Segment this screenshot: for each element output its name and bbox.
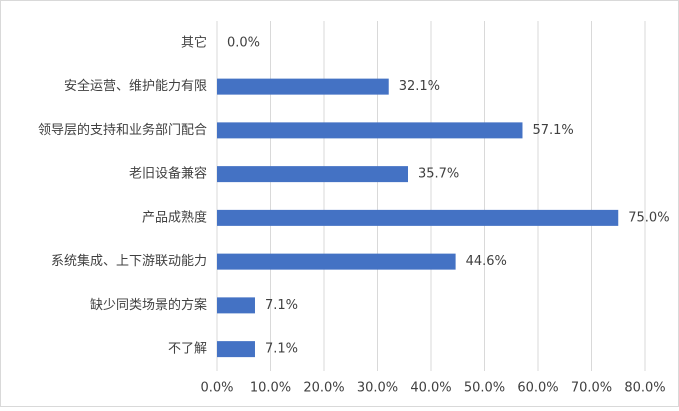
x-tick-label: 70.0%: [571, 381, 612, 396]
y-tick-label: 缺少同类场景的方案: [90, 297, 207, 313]
y-tick-label: 老旧设备兼容: [129, 166, 207, 182]
x-tick-label: 10.0%: [250, 381, 291, 396]
value-label: 0.0%: [227, 35, 260, 50]
bar: [217, 122, 523, 139]
value-label: 44.6%: [466, 254, 507, 269]
value-label: 75.0%: [628, 210, 669, 225]
value-label: 7.1%: [265, 298, 298, 313]
x-tick-label: 80.0%: [624, 381, 665, 396]
value-label: 57.1%: [532, 123, 573, 138]
bar: [217, 297, 255, 314]
value-label: 32.1%: [399, 79, 440, 94]
y-tick-label: 其它: [181, 34, 207, 50]
x-tick-label: 20.0%: [303, 381, 344, 396]
bar: [217, 253, 456, 270]
x-tick-label: 40.0%: [410, 381, 451, 396]
value-label: 35.7%: [418, 167, 459, 182]
y-tick-label: 不了解: [168, 342, 207, 357]
bar: [217, 209, 619, 226]
bar: [217, 166, 408, 183]
x-tick-label: 60.0%: [517, 381, 558, 396]
y-tick-label: 系统集成、上下游联动能力: [51, 253, 207, 269]
y-tick-label: 安全运营、维护能力有限: [64, 78, 207, 94]
x-tick-label: 30.0%: [357, 381, 398, 396]
bar: [217, 78, 389, 95]
y-tick-label: 领导层的支持和业务部门配合: [38, 122, 207, 138]
value-label: 7.1%: [265, 342, 298, 357]
x-tick-label: 50.0%: [464, 381, 505, 396]
x-tick-label: 0.0%: [200, 381, 233, 396]
y-tick-label: 产品成熟度: [142, 209, 207, 225]
bar: [217, 341, 255, 358]
